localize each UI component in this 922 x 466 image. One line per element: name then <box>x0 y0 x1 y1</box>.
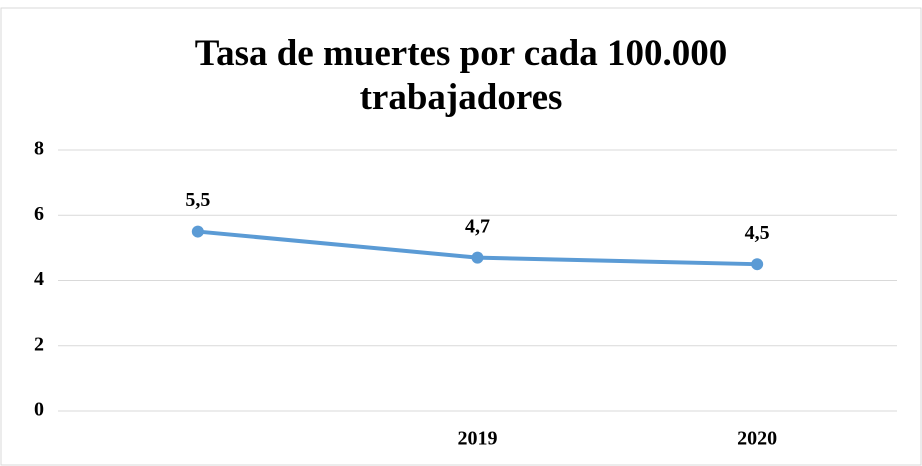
point <box>751 258 764 271</box>
point <box>471 251 484 264</box>
data-label: 5,5 <box>185 189 210 211</box>
data-label: 4,5 <box>745 222 770 244</box>
chart-border <box>0 7 922 466</box>
x-tick-label: 2020 <box>737 428 777 450</box>
x-tick-label: 2019 <box>458 428 498 450</box>
y-tick-label: 0 <box>34 399 44 421</box>
chart-title: Tasa de muertes por cada 100.000 trabaja… <box>194 33 728 118</box>
y-tick-label: 2 <box>34 333 44 355</box>
y-tick-label: 4 <box>34 268 44 290</box>
y-tick-label: 6 <box>34 203 44 225</box>
y-tick-label: 8 <box>34 138 44 160</box>
point <box>191 225 204 238</box>
data-label: 4,7 <box>465 215 490 237</box>
